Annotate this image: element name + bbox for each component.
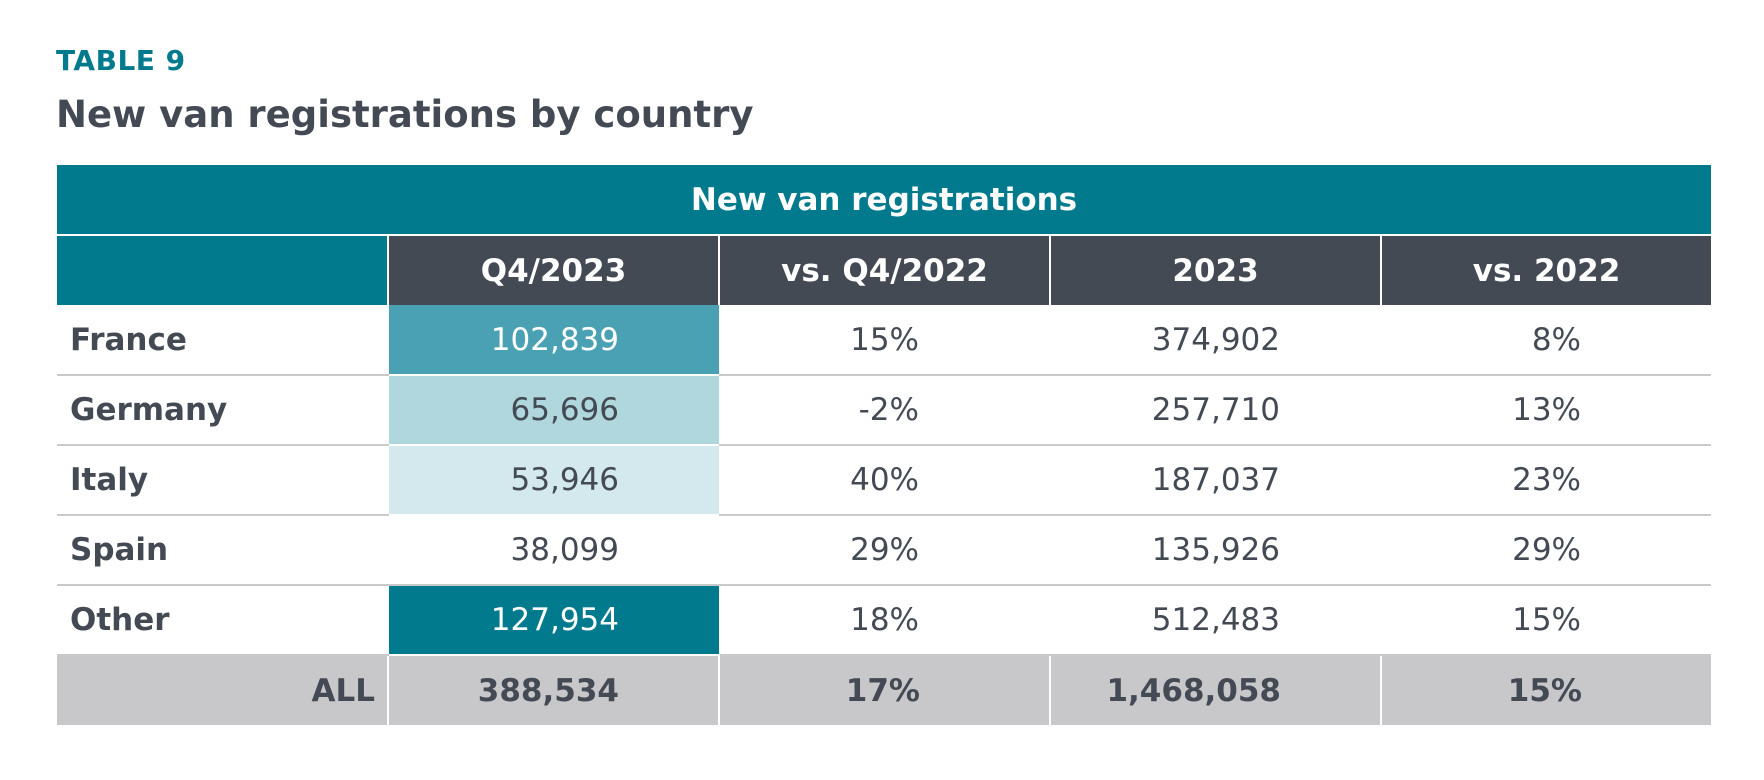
vs-2022-value: 29% — [1512, 532, 1581, 568]
q4-2023-value: 102,839 — [490, 321, 619, 358]
vs-q4-2022-value: 29% — [850, 532, 919, 568]
2023-value: 374,902 — [1151, 321, 1280, 358]
q4-2023-value: 65,696 — [510, 392, 619, 428]
q4-2023-cell: 38,099 — [387, 515, 719, 586]
q4-2023-cell: 127,954 — [387, 585, 719, 656]
vs-2022-cell: 23% — [1381, 445, 1712, 516]
vs-2022-value: 8% — [1531, 321, 1581, 358]
2023-value: 257,710 — [1151, 392, 1280, 428]
q4-2023-value: 127,954 — [490, 602, 619, 638]
vs-2022-cell: 13% — [1381, 375, 1712, 446]
total-label-cell: ALL — [57, 655, 388, 725]
vs-2022-cell: 15% — [1381, 585, 1712, 656]
total-row: ALL 388,534 17% 1,468,058 15% — [57, 655, 1712, 725]
2023-cell: 187,037 — [1050, 445, 1381, 516]
span-header: New van registrations — [57, 165, 1712, 236]
total-vs-q4-2022-value: 17% — [845, 672, 920, 709]
2023-cell: 135,926 — [1050, 515, 1381, 586]
total-vs-2022-value: 15% — [1507, 672, 1582, 709]
vs-q4-2022-cell: 18% — [719, 585, 1050, 656]
vs-q4-2022-cell: 40% — [719, 445, 1050, 516]
2023-cell: 512,483 — [1050, 585, 1381, 656]
total-2023-value: 1,468,058 — [1106, 672, 1281, 709]
total-vs-2022-cell: 15% — [1379, 655, 1712, 725]
vs-q4-2022-value: 18% — [850, 602, 919, 638]
total-vs-q4-2022-cell: 17% — [718, 655, 1050, 725]
2023-cell: 257,710 — [1050, 375, 1381, 446]
table-row: Italy 53,946 40% 187,037 23% — [57, 445, 1712, 516]
2023-value: 512,483 — [1151, 602, 1280, 638]
vs-2022-value: 15% — [1512, 602, 1581, 638]
vs-q4-2022-value: 15% — [850, 321, 919, 358]
total-q4-2023-value: 388,534 — [477, 672, 619, 709]
q4-2023-value: 38,099 — [510, 532, 619, 568]
2023-value: 187,037 — [1151, 462, 1280, 498]
table-title: New van registrations by country — [56, 93, 754, 136]
table-label: TABLE 9 — [56, 44, 186, 77]
q4-2023-cell: 53,946 — [387, 445, 719, 516]
column-header-vs-2022: vs. 2022 — [1379, 235, 1712, 305]
vs-q4-2022-cell: 15% — [719, 305, 1050, 376]
vs-2022-value: 23% — [1512, 462, 1581, 498]
vs-q4-2022-cell: -2% — [719, 375, 1050, 446]
table-row: Germany 65,696 -2% 257,710 13% — [57, 375, 1712, 446]
vs-2022-cell: 29% — [1381, 515, 1712, 586]
q4-2023-value: 53,946 — [510, 462, 619, 498]
2023-value: 135,926 — [1151, 532, 1280, 568]
country-cell: Germany — [57, 375, 388, 446]
table-row: Spain 38,099 29% 135,926 29% — [57, 515, 1712, 586]
q4-2023-cell: 65,696 — [387, 375, 719, 446]
vs-q4-2022-cell: 29% — [719, 515, 1050, 586]
column-header-vs-q4-2022: vs. Q4/2022 — [718, 235, 1050, 305]
country-cell: Spain — [57, 515, 388, 586]
vs-q4-2022-value: 40% — [850, 462, 919, 498]
vs-2022-value: 13% — [1512, 392, 1581, 428]
corner-cell — [57, 235, 388, 305]
2023-cell: 374,902 — [1050, 305, 1381, 376]
vs-2022-cell: 8% — [1381, 305, 1712, 376]
column-header-2023: 2023 — [1049, 235, 1381, 305]
column-header-q4-2023: Q4/2023 — [387, 235, 719, 305]
country-cell: Italy — [57, 445, 388, 516]
total-2023-cell: 1,468,058 — [1049, 655, 1381, 725]
table-row: Other 127,954 18% 512,483 15% — [57, 585, 1712, 656]
total-q4-2023-cell: 388,534 — [387, 655, 719, 725]
q4-2023-cell: 102,839 — [387, 305, 719, 376]
registrations-table: New van registrations Q4/2023 vs. Q4/202… — [57, 165, 1712, 725]
country-cell: Other — [57, 585, 388, 656]
table-row: France 102,839 15% 374,902 8% — [57, 305, 1712, 376]
vs-q4-2022-value: -2% — [858, 392, 919, 428]
country-cell: France — [57, 305, 388, 376]
